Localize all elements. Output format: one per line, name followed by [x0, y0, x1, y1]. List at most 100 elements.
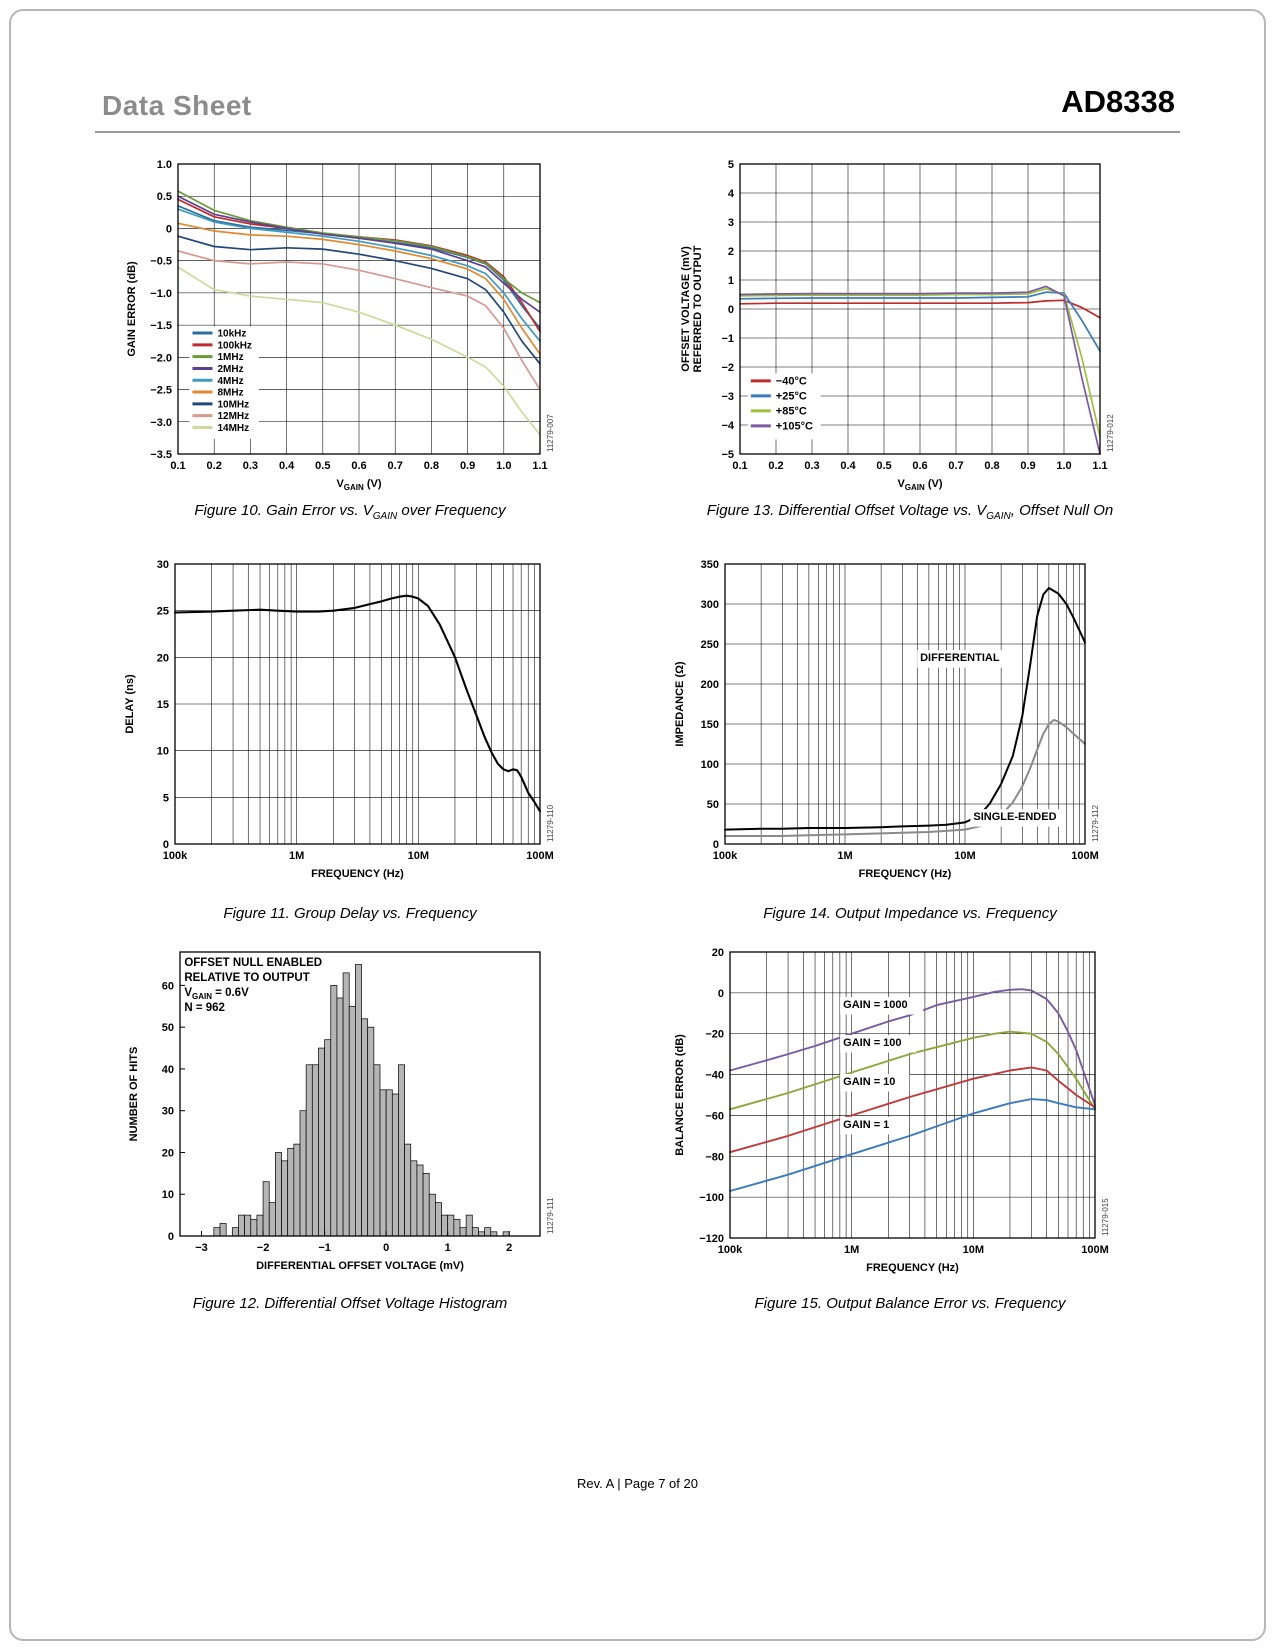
svg-text:−100: −100 — [699, 1192, 724, 1204]
series-4MHz — [177, 208, 541, 343]
figure-caption-fig12: Figure 12. Differential Offset Voltage H… — [192, 1295, 508, 1312]
chart-canvas-fig12: −3 −2 −1 0 1 2 60 50 40 30 20 10 0 DIFFERENTIAL OFFSE… — [128, 951, 555, 1272]
svg-text:11279-007: 11279-007 — [546, 414, 555, 452]
series-SINGLE-ENDED — [724, 719, 1086, 837]
svg-text:10M: 10M — [408, 850, 429, 862]
svg-text:GAIN = 100: GAIN = 100 — [843, 1037, 901, 1049]
figure-fig14: 100k 1M 10M 100M 350 300 250 200 150 100 50 0 FREQUE… — [675, 550, 1145, 922]
figure-caption-fig10: Figure 10. Gain Error vs. VGAIN over Fre… — [194, 502, 506, 522]
svg-text:11279-015: 11279-015 — [1101, 1198, 1110, 1236]
svg-text:−2: −2 — [721, 362, 734, 374]
svg-text:−40°C: −40°C — [776, 375, 807, 387]
svg-text:0: 0 — [163, 839, 169, 851]
svg-text:4: 4 — [728, 188, 735, 200]
svg-text:8MHz: 8MHz — [217, 388, 243, 399]
svg-text:25: 25 — [157, 606, 169, 618]
svg-text:100M: 100M — [1081, 1244, 1109, 1256]
svg-text:0.2: 0.2 — [768, 460, 783, 472]
svg-text:DELAY (ns): DELAY (ns) — [124, 674, 136, 734]
svg-text:10kHz: 10kHz — [217, 329, 246, 340]
svg-text:2: 2 — [728, 246, 734, 258]
svg-text:+105°C: +105°C — [776, 420, 813, 432]
svg-text:1M: 1M — [844, 1244, 859, 1256]
chart-canvas-fig15: 100k 1M 10M 100M 20 0 −20 −40 −60 −80 −100 −120 FREQ… — [675, 947, 1110, 1274]
series-+105°C — [739, 285, 1101, 455]
chart-canvas-fig10: 0.1 0.2 0.3 0.4 0.5 0.6 0.7 0.8 0.9 1.0 1.1 1.0 0.5 0… — [126, 159, 555, 492]
svg-text:40: 40 — [162, 1064, 174, 1076]
svg-text:−1: −1 — [318, 1242, 331, 1254]
chart-fig11: 100k 1M 10M 100M 30 25 20 15 10 5 0 FREQUENCY (Hz) D… — [124, 559, 555, 880]
series-14MHz — [177, 266, 541, 436]
svg-text:NUMBER OF HITS: NUMBER OF HITS — [128, 1047, 140, 1142]
svg-text:DIFFERENTIAL OFFSET VOLTAGE (m: DIFFERENTIAL OFFSET VOLTAGE (mV) — [256, 1260, 464, 1272]
svg-text:20: 20 — [712, 947, 724, 959]
svg-text:250: 250 — [701, 639, 719, 651]
svg-text:100M: 100M — [526, 850, 554, 862]
svg-text:14MHz: 14MHz — [217, 423, 249, 434]
svg-text:50: 50 — [707, 799, 719, 811]
svg-text:−2.5: −2.5 — [150, 385, 172, 397]
svg-text:200: 200 — [701, 679, 719, 691]
svg-text:50: 50 — [162, 1022, 174, 1034]
svg-text:REFERRED TO OUTPUT: REFERRED TO OUTPUT — [692, 245, 704, 372]
svg-text:0.5: 0.5 — [157, 191, 172, 203]
series-−40°C — [739, 299, 1101, 319]
svg-text:SINGLE-ENDED: SINGLE-ENDED — [973, 811, 1056, 823]
svg-text:0.6: 0.6 — [912, 460, 927, 472]
svg-text:VGAIN = 0.6V: VGAIN = 0.6V — [184, 987, 249, 1001]
svg-text:60: 60 — [162, 980, 174, 992]
svg-text:10: 10 — [162, 1189, 174, 1201]
svg-text:−2: −2 — [257, 1242, 270, 1254]
svg-text:0.5: 0.5 — [315, 460, 330, 472]
series-GAIN = 10 — [729, 1066, 1096, 1154]
svg-text:RELATIVE TO OUTPUT: RELATIVE TO OUTPUT — [184, 972, 309, 984]
svg-text:0.7: 0.7 — [948, 460, 963, 472]
svg-text:0.5: 0.5 — [876, 460, 891, 472]
svg-text:1M: 1M — [289, 850, 304, 862]
svg-text:−0.5: −0.5 — [150, 256, 172, 268]
svg-text:2MHz: 2MHz — [217, 364, 243, 375]
svg-text:−20: −20 — [705, 1029, 724, 1041]
svg-text:1.1: 1.1 — [532, 460, 547, 472]
svg-text:10M: 10M — [963, 1244, 984, 1256]
series-GAIN = 1 — [729, 1098, 1096, 1192]
svg-text:11279-012: 11279-012 — [1106, 414, 1115, 452]
svg-text:12MHz: 12MHz — [217, 411, 249, 422]
svg-text:3: 3 — [728, 217, 734, 229]
svg-text:−4: −4 — [721, 420, 734, 432]
svg-text:4MHz: 4MHz — [217, 376, 243, 387]
svg-text:OFFSET NULL ENABLED: OFFSET NULL ENABLED — [184, 957, 322, 969]
svg-text:−1: −1 — [721, 333, 734, 345]
chart-fig15: 100k 1M 10M 100M 20 0 −20 −40 −60 −80 −100 −120 FREQ… — [675, 947, 1110, 1274]
svg-text:15: 15 — [157, 699, 169, 711]
figure-fig15: 100k 1M 10M 100M 20 0 −20 −40 −60 −80 −100 −120 FREQ… — [675, 940, 1145, 1312]
svg-text:−3.5: −3.5 — [150, 449, 172, 461]
chart-fig13: 0.1 0.2 0.3 0.4 0.5 0.6 0.7 0.8 0.9 1.0 1.1 5 4 3 2 1 0 −… — [680, 159, 1115, 492]
svg-text:100kHz: 100kHz — [217, 340, 251, 351]
svg-text:−5: −5 — [721, 449, 734, 461]
page-footer: Rev. A | Page 7 of 20 — [577, 1476, 698, 1491]
svg-text:0.9: 0.9 — [1020, 460, 1035, 472]
svg-text:0: 0 — [166, 223, 172, 235]
series-GAIN = 1000 — [729, 988, 1096, 1107]
svg-text:350: 350 — [701, 559, 719, 571]
series-2MHz — [177, 195, 541, 314]
svg-text:1.0: 1.0 — [157, 159, 172, 171]
chart-canvas-fig14: 100k 1M 10M 100M 350 300 250 200 150 100 50 0 FREQUE… — [675, 559, 1100, 880]
svg-text:10MHz: 10MHz — [217, 399, 249, 410]
figure-caption-fig13: Figure 13. Differential Offset Voltage v… — [706, 502, 1114, 522]
chart-fig10: 0.1 0.2 0.3 0.4 0.5 0.6 0.7 0.8 0.9 1.0 1.1 1.0 0.5 0… — [126, 159, 555, 492]
svg-text:30: 30 — [162, 1106, 174, 1118]
series-10MHz — [177, 235, 541, 365]
svg-text:0.3: 0.3 — [804, 460, 819, 472]
svg-text:+25°C: +25°C — [776, 390, 807, 402]
svg-text:0.7: 0.7 — [388, 460, 403, 472]
svg-text:0.3: 0.3 — [243, 460, 258, 472]
svg-text:20: 20 — [162, 1147, 174, 1159]
doc-type-label: Data Sheet — [102, 90, 252, 121]
svg-text:0: 0 — [713, 839, 719, 851]
svg-text:0.8: 0.8 — [984, 460, 999, 472]
svg-text:10: 10 — [157, 746, 169, 758]
figure-caption-fig15: Figure 15. Output Balance Error vs. Freq… — [754, 1295, 1066, 1312]
